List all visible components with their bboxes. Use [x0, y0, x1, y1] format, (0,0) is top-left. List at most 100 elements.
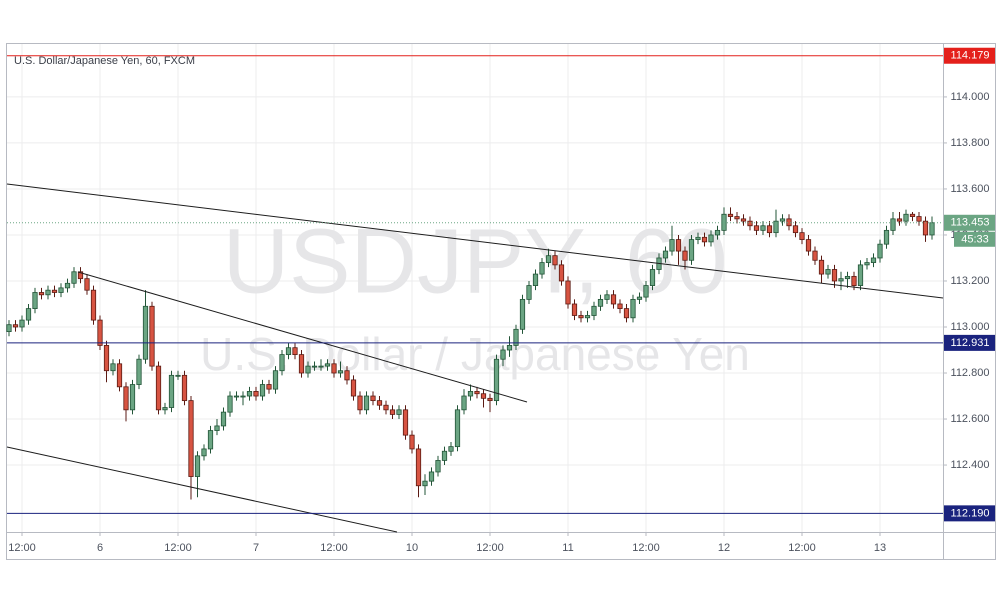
- candle-body: [155, 365, 162, 411]
- watermark: USDJPY, 60: [223, 210, 728, 312]
- candle-body: [851, 275, 857, 286]
- level-tag: [944, 47, 995, 64]
- countdown-label: 45:33: [961, 234, 989, 246]
- y-tick-label: 113.600: [951, 183, 990, 195]
- candle-body: [175, 374, 181, 377]
- candle-body: [623, 308, 630, 319]
- candle-body: [103, 345, 110, 372]
- candle-body: [337, 370, 344, 374]
- trend-lines: [6, 183, 944, 533]
- candle-body: [129, 384, 136, 411]
- candle-body: [357, 395, 363, 411]
- candle-body: [909, 213, 916, 217]
- candle-body: [233, 395, 240, 398]
- candle-body: [870, 257, 877, 263]
- y-tick-label: 113.800: [951, 137, 990, 149]
- candle-body: [428, 471, 435, 482]
- x-tick-label: 12:00: [788, 542, 816, 554]
- candle-body: [396, 409, 402, 415]
- candle-body: [649, 269, 656, 286]
- last-price-tag: [944, 214, 995, 231]
- x-tick-label: 12:00: [8, 542, 36, 554]
- candle-body: [792, 225, 799, 234]
- candle-body: [253, 391, 259, 397]
- candle-body: [207, 430, 214, 450]
- candle-body: [630, 298, 636, 319]
- candle-body: [701, 236, 708, 243]
- candle-body: [305, 365, 311, 374]
- candle-body: [58, 287, 64, 293]
- y-tick-label: 114.000: [951, 91, 990, 103]
- candle-body: [675, 239, 682, 252]
- trend-line: [77, 271, 528, 403]
- candle-body: [584, 315, 591, 319]
- candle-body: [84, 278, 90, 291]
- x-tick-label: 12:00: [320, 542, 348, 554]
- candle-body: [896, 218, 903, 222]
- candle-body: [214, 425, 220, 431]
- candle-body: [285, 347, 292, 356]
- candle-body: [45, 289, 51, 296]
- candle-body: [877, 243, 883, 259]
- level-tag: [944, 505, 995, 522]
- candle-body: [493, 358, 500, 402]
- candle-body: [324, 363, 331, 367]
- y-tick-label: 112.600: [951, 413, 990, 425]
- candle-body: [487, 397, 493, 402]
- candle-body: [19, 319, 25, 328]
- candle-body: [266, 384, 272, 390]
- candle-body: [90, 289, 97, 321]
- candle-body: [480, 393, 487, 399]
- candle-body: [311, 365, 318, 368]
- x-tick-label: 12:00: [632, 542, 660, 554]
- candle-body: [461, 395, 467, 411]
- candle-body: [552, 255, 558, 266]
- candle-body: [519, 298, 526, 330]
- candle-body: [812, 250, 818, 261]
- candle-body: [669, 239, 675, 252]
- candle-body: [805, 239, 812, 252]
- candle-body: [916, 216, 922, 222]
- candle-body: [474, 391, 480, 395]
- candle-body: [110, 363, 116, 372]
- candle-body: [220, 411, 227, 427]
- candle-body: [38, 292, 45, 296]
- candle-body: [318, 365, 324, 368]
- candle-body: [168, 374, 175, 408]
- candle-body: [766, 225, 773, 234]
- candle-body: [344, 370, 350, 381]
- x-tick-label: 12: [718, 542, 730, 554]
- level-label: 112.190: [951, 507, 990, 519]
- x-tick-label: 6: [97, 542, 103, 554]
- candle-body: [6, 324, 12, 333]
- candle-body: [51, 289, 58, 293]
- level-label: 112.931: [951, 337, 990, 349]
- candle-body: [454, 409, 461, 448]
- candle-body: [389, 409, 396, 415]
- candle-body: [890, 218, 896, 231]
- candle-body: [643, 285, 649, 298]
- candle-body: [545, 255, 552, 263]
- candle-body: [617, 303, 623, 309]
- candle-body: [227, 395, 233, 413]
- candle-body: [571, 303, 578, 316]
- candle-body: [740, 218, 747, 222]
- candle-body: [25, 308, 32, 321]
- trend-line: [6, 183, 944, 299]
- candle-body: [435, 460, 441, 473]
- candle-body: [240, 395, 246, 398]
- candle-body: [825, 269, 831, 275]
- candle-body: [922, 220, 929, 236]
- candle-body: [883, 229, 890, 245]
- candle-body: [903, 213, 909, 222]
- candle-body: [760, 225, 766, 231]
- candle-body: [714, 229, 721, 236]
- y-tick-label: 112.800: [951, 367, 990, 379]
- candle-body: [838, 278, 844, 282]
- candle-body: [747, 220, 753, 227]
- candle-body: [662, 250, 669, 259]
- candle-body: [688, 239, 695, 261]
- candle-body: [279, 354, 285, 372]
